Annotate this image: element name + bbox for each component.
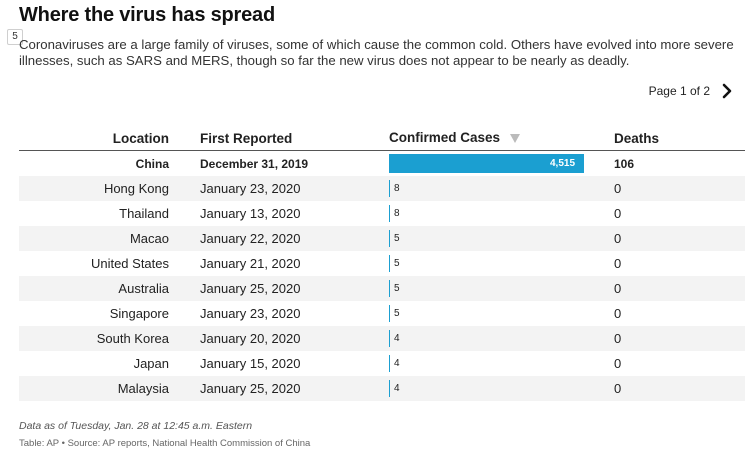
cell-deaths: 0 [614, 226, 745, 251]
cell-deaths: 0 [614, 326, 745, 351]
cases-bar [389, 280, 390, 297]
cases-bar [389, 355, 390, 372]
cell-deaths: 106 [614, 156, 635, 171]
table-header-row: Location First Reported Confirmed Cases … [19, 126, 745, 151]
header-first-reported[interactable]: First Reported [200, 126, 389, 151]
cell-first-reported: January 25, 2020 [200, 376, 389, 401]
cell-location: Japan [133, 356, 169, 371]
cell-confirmed-cases: 4 [389, 376, 614, 401]
cell-confirmed-cases: 8 [389, 201, 614, 226]
cell-first-reported: January 25, 2020 [200, 276, 389, 301]
next-page-button[interactable] [718, 82, 736, 100]
cases-value-label: 8 [394, 183, 400, 194]
header-location[interactable]: Location [19, 126, 200, 151]
cell-confirmed-cases: 4 [389, 326, 614, 351]
sort-down-icon [510, 131, 521, 146]
cell-deaths: 0 [614, 276, 745, 301]
cases-bar-cell: 8 [389, 204, 589, 223]
cell-location: Singapore [109, 306, 169, 321]
cases-bar [389, 380, 390, 397]
cell-first-reported: January 23, 2020 [200, 306, 301, 321]
page-indicator: Page 1 of 2 [648, 84, 710, 98]
page-title: Where the virus has spread [19, 4, 276, 26]
cell-first-reported: January 22, 2020 [200, 226, 389, 251]
cases-value-label: 4 [394, 358, 400, 369]
cases-value-label: 5 [394, 308, 400, 319]
cases-bar-cell: 5 [389, 254, 589, 273]
pagination: Page 1 of 2 [649, 82, 736, 100]
cell-location: China [135, 156, 169, 171]
cell-deaths: 0 [614, 306, 622, 321]
cases-value-label: 4 [394, 333, 400, 344]
cell-deaths: 0 [614, 256, 622, 271]
cell-first-reported: January 21, 2020 [200, 256, 301, 271]
cases-bar [389, 180, 390, 197]
cell-confirmed-cases: 8 [389, 176, 614, 201]
cell-deaths: 0 [614, 356, 622, 371]
cases-value-label: 4,515 [550, 158, 576, 169]
cell-first-reported: January 13, 2020 [200, 206, 301, 221]
cell-location: Malaysia [19, 376, 200, 401]
cell-first-reported: January 23, 2020 [200, 176, 389, 201]
cases-value-label: 5 [394, 258, 400, 269]
cell-deaths: 0 [614, 206, 622, 221]
table-row: Australia January 25, 2020 5 0 [19, 276, 745, 301]
cell-first-reported: December 31, 2019 [200, 156, 309, 171]
data-table: Location First Reported Confirmed Cases … [19, 126, 745, 401]
cases-bar-cell: 4 [389, 329, 589, 348]
page-number-badge: 5 [7, 29, 23, 45]
cases-bar [389, 154, 584, 173]
cases-bar [389, 305, 390, 322]
cell-location: Macao [19, 226, 200, 251]
cell-location: Hong Kong [19, 176, 200, 201]
cell-confirmed-cases: 5 [389, 301, 614, 326]
cell-confirmed-cases: 4,515 [389, 151, 614, 177]
source-credit: Table: AP • Source: AP reports, National… [19, 438, 311, 449]
cell-deaths: 0 [614, 176, 745, 201]
cell-first-reported: January 15, 2020 [200, 356, 301, 371]
cases-bar [389, 205, 390, 222]
cell-confirmed-cases: 4 [389, 351, 614, 376]
cell-deaths: 0 [614, 376, 745, 401]
cases-bar-cell: 5 [389, 304, 589, 323]
cell-location: United States [90, 256, 169, 271]
cases-value-label: 5 [394, 283, 400, 294]
header-confirmed-cases[interactable]: Confirmed Cases [389, 126, 614, 151]
table-row: Macao January 22, 2020 5 0 [19, 226, 745, 251]
table-row: China December 31, 2019 4,515 106 [19, 151, 745, 177]
cell-confirmed-cases: 5 [389, 276, 614, 301]
header-confirmed-cases-label: Confirmed Cases [389, 130, 501, 146]
cases-bar-cell: 4 [389, 379, 589, 398]
table-row: Thailand January 13, 2020 8 0 [19, 201, 745, 226]
cases-value-label: 4 [394, 383, 400, 394]
table-row: Singapore January 23, 2020 5 0 [19, 301, 745, 326]
cases-bar-cell: 4,515 [389, 154, 589, 173]
data-timestamp-note: Data as of Tuesday, Jan. 28 at 12:45 a.m… [19, 420, 253, 432]
cell-location: Australia [19, 276, 200, 301]
cases-bar-cell: 8 [389, 179, 589, 198]
cell-location: Thailand [119, 206, 169, 221]
description: Coronaviruses are a large family of viru… [19, 37, 734, 68]
cases-bar-cell: 4 [389, 354, 589, 373]
cell-location: South Korea [19, 326, 200, 351]
cases-value-label: 8 [394, 208, 400, 219]
cases-bar [389, 230, 390, 247]
cases-value-label: 5 [394, 233, 400, 244]
cases-bar-cell: 5 [389, 279, 589, 298]
cases-bar-cell: 5 [389, 229, 589, 248]
table-row: Japan January 15, 2020 4 0 [19, 351, 745, 376]
cases-bar [389, 255, 390, 272]
header-deaths[interactable]: Deaths [614, 126, 745, 151]
cell-confirmed-cases: 5 [389, 251, 614, 276]
cell-first-reported: January 20, 2020 [200, 326, 389, 351]
table-row: Hong Kong January 23, 2020 8 0 [19, 176, 745, 201]
cell-confirmed-cases: 5 [389, 226, 614, 251]
chevron-right-icon [722, 83, 732, 99]
table-row: United States January 21, 2020 5 0 [19, 251, 745, 276]
table-row: South Korea January 20, 2020 4 0 [19, 326, 745, 351]
table-row: Malaysia January 25, 2020 4 0 [19, 376, 745, 401]
cases-bar [389, 330, 390, 347]
